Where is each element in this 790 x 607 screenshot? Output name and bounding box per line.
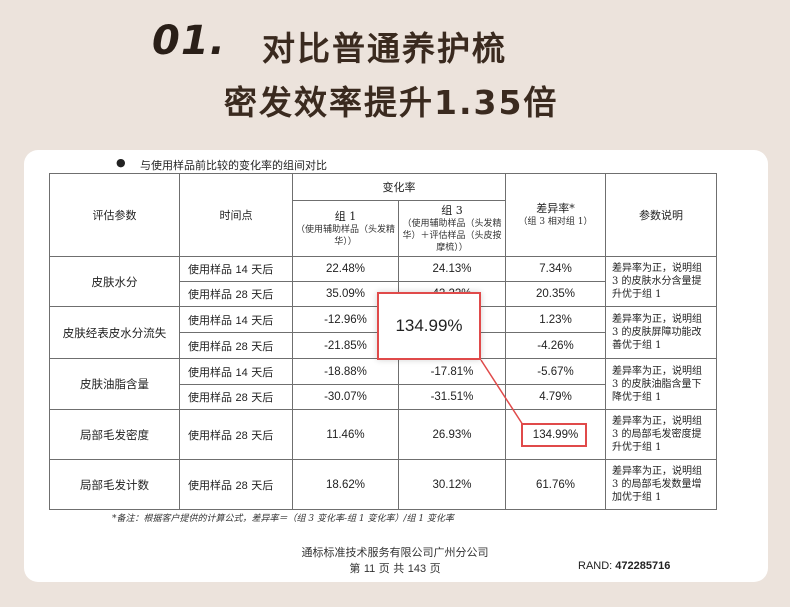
- hero-headline: 01. 对比普通养护梳 密发效率提升1.35倍: [0, 0, 790, 150]
- diff-value: 4.79%: [505, 384, 606, 410]
- group1-value: -30.07%: [292, 384, 399, 410]
- param-cell: 局部毛发密度: [49, 409, 180, 460]
- param-cell: 局部毛发计数: [49, 459, 180, 510]
- table-row: 皮肤油脂含量 使用样品 14 天后 -18.88% -17.81% -5.67%…: [49, 358, 717, 410]
- header-change-rate: 变化率: [292, 173, 506, 201]
- param-cell: 皮肤油脂含量: [49, 358, 180, 410]
- time-cell: 使用样品 28 天后: [179, 459, 293, 510]
- comparison-table: 评估参数 时间点 变化率 差异率* （组 3 相对组 1） 参数说明 组 1 （…: [49, 173, 717, 510]
- diff-value: -4.26%: [505, 332, 606, 359]
- header-group3-title: 组 3: [441, 203, 463, 217]
- group3-value: -31.51%: [398, 384, 506, 410]
- table-row: 局部毛发密度 使用样品 28 天后 11.46% 26.93% 134.99% …: [49, 409, 717, 460]
- bullet-icon: ●: [116, 156, 126, 169]
- note-cell: 差异率为正，说明组 3 的局部毛发数量增加优于组 1: [605, 459, 717, 510]
- note-cell: 差异率为正，说明组 3 的皮肤水分含量提升优于组 1: [605, 256, 717, 307]
- header-param: 评估参数: [49, 173, 180, 257]
- header-diff-title: 差异率*: [536, 202, 575, 215]
- time-cell: 使用样品 14 天后: [179, 358, 293, 385]
- group1-value: 18.62%: [292, 459, 399, 510]
- table-caption: 与使用样品前比较的变化率的组间对比: [140, 159, 327, 172]
- headline-line-1: 对比普通养护梳: [262, 29, 507, 68]
- diff-value: 20.35%: [505, 281, 606, 307]
- param-cell: 皮肤经表皮水分流失: [49, 306, 180, 359]
- organization-name: 通标标准技术服务有限公司广州分公司: [301, 546, 489, 559]
- header-group3-desc: （使用辅助样品（头发精华）＋评估样品（头皮按摩梳））: [402, 218, 502, 253]
- group1-value: 11.46%: [292, 409, 399, 460]
- table-row: 局部毛发计数 使用样品 28 天后 18.62% 30.12% 61.76% 差…: [49, 459, 717, 510]
- footnote: *备注：根据客户提供的计算公式，差异率＝（组 3 变化率-组 1 变化率）/组 …: [112, 514, 454, 524]
- time-cell: 使用样品 28 天后: [179, 384, 293, 410]
- highlight-box: [521, 423, 587, 447]
- table-row: 皮肤水分 使用样品 14 天后 22.48% 24.13% 7.34% 差异率为…: [49, 256, 717, 307]
- time-cell: 使用样品 14 天后: [179, 306, 293, 333]
- header-group1-title: 组 1: [334, 209, 357, 223]
- group3-value: 30.12%: [398, 459, 506, 510]
- note-cell: 差异率为正，说明组 3 的皮肤屏障功能改善优于组 1: [605, 306, 717, 359]
- note-cell: 差异率为正，说明组 3 的局部毛发密度提升优于组 1: [605, 409, 717, 460]
- time-cell: 使用样品 28 天后: [179, 281, 293, 307]
- rand-code: RAND: 472285716: [578, 560, 671, 572]
- time-cell: 使用样品 28 天后: [179, 332, 293, 359]
- header-group1-desc: （使用辅助样品（头发精华））: [296, 224, 396, 247]
- header-diff: 差异率* （组 3 相对组 1）: [505, 173, 606, 257]
- diff-value: 7.34%: [505, 256, 606, 282]
- header-group3: 组 3 （使用辅助样品（头发精华）＋评估样品（头皮按摩梳））: [398, 200, 506, 257]
- note-cell: 差异率为正，说明组 3 的皮肤油脂含量下降优于组 1: [605, 358, 717, 410]
- group1-value: -18.88%: [292, 358, 399, 385]
- param-cell: 皮肤水分: [49, 256, 180, 307]
- diff-value: 1.23%: [505, 306, 606, 333]
- headline-number: 01.: [152, 18, 226, 64]
- header-diff-desc: （组 3 相对组 1）: [518, 217, 593, 227]
- header-time: 时间点: [179, 173, 293, 257]
- header-group1: 组 1 （使用辅助样品（头发精华））: [292, 200, 399, 257]
- zoom-callout: 134.99%: [377, 292, 481, 360]
- header-notes: 参数说明: [605, 173, 717, 257]
- time-cell: 使用样品 14 天后: [179, 256, 293, 282]
- headline-line-2: 密发效率提升1.35倍: [224, 83, 559, 122]
- group3-value: 26.93%: [398, 409, 506, 460]
- group3-value: 24.13%: [398, 256, 506, 282]
- group1-value: 22.48%: [292, 256, 399, 282]
- diff-value: -5.67%: [505, 358, 606, 385]
- diff-value: 61.76%: [505, 459, 606, 510]
- time-cell: 使用样品 28 天后: [179, 409, 293, 460]
- group3-value: -17.81%: [398, 358, 506, 385]
- page-number: 第 11 页 共 143 页: [349, 562, 441, 575]
